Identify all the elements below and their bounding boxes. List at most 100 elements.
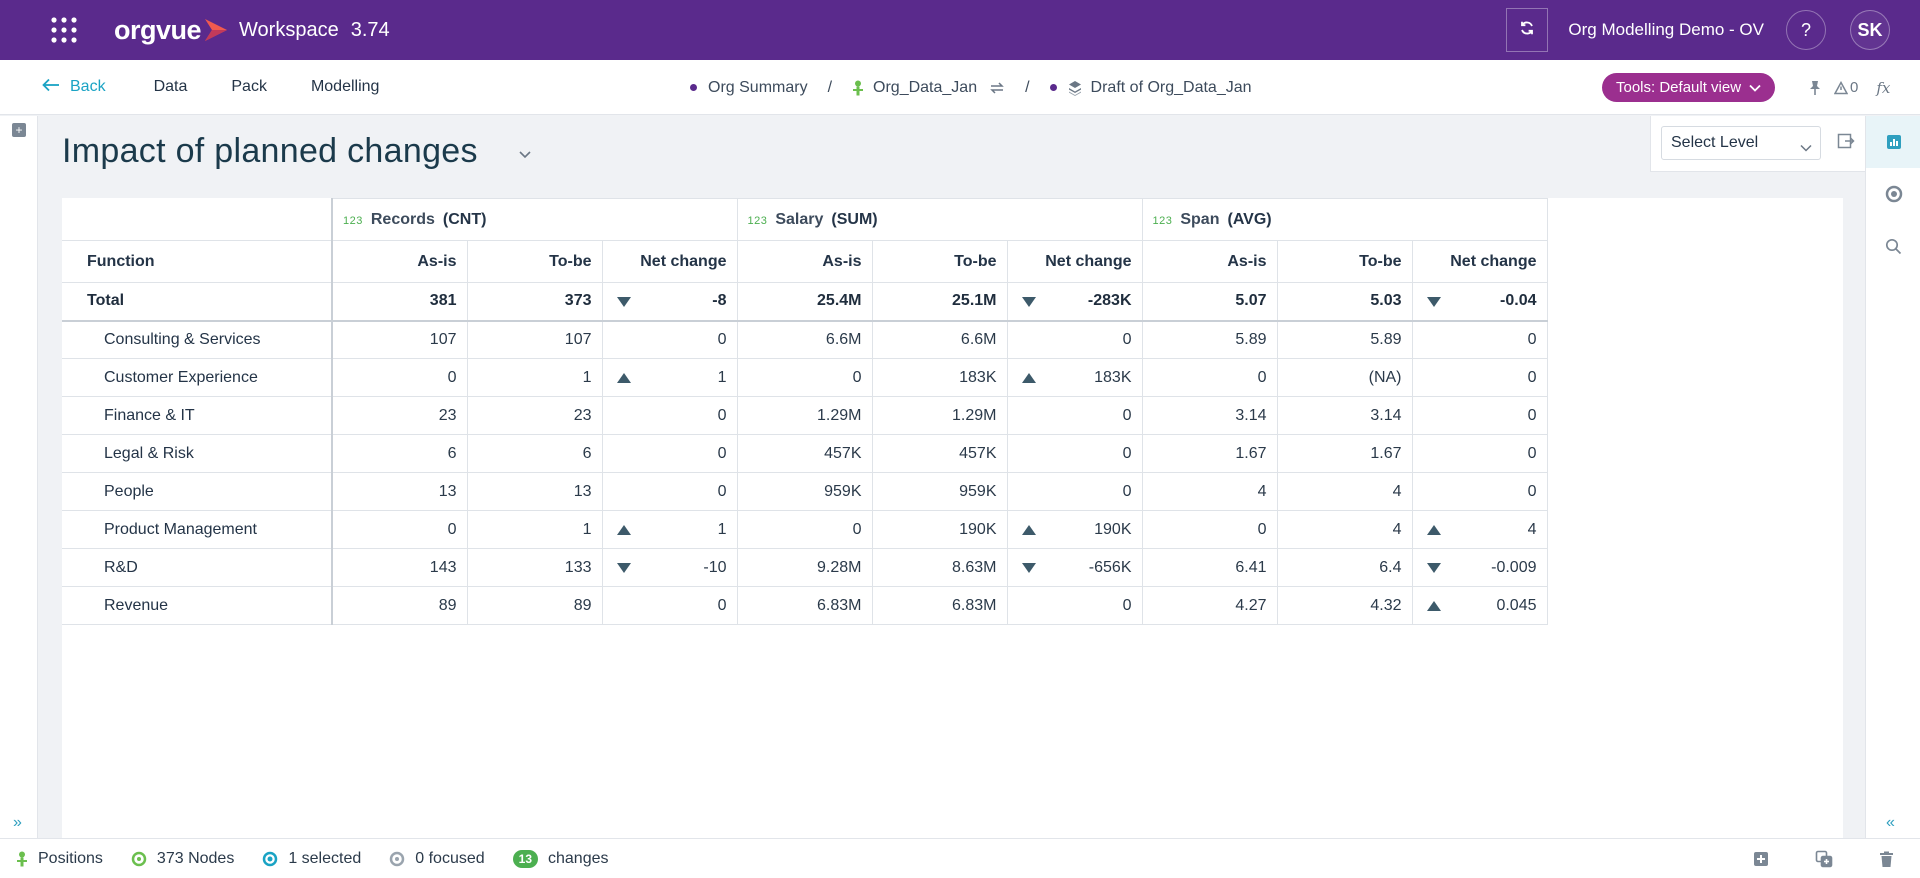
table-row[interactable]: People 13 13 0 959K 959K 0 4 4 0 [62, 472, 1548, 511]
col-header-net-change[interactable]: Net change [1411, 240, 1548, 283]
col-header-as-is[interactable]: As-is [1141, 240, 1278, 283]
back-button[interactable]: Back [42, 78, 106, 97]
to-be-cell: 133 [466, 548, 603, 587]
breadcrumb-summary-label: Org Summary [708, 78, 808, 96]
tools-view-button[interactable]: Tools: Default view [1602, 73, 1776, 102]
net-change-cell: 0.045 [1411, 586, 1548, 625]
decrease-arrow-icon [616, 297, 631, 307]
net-change-cell: -10 [601, 548, 738, 587]
function-name: Finance & IT [62, 396, 333, 435]
refresh-icon [1519, 20, 1535, 41]
copy-icon[interactable] [1815, 850, 1833, 868]
cell-value: -656K [1088, 558, 1132, 576]
cell-value: 0 [717, 406, 727, 424]
cell-value: 0 [447, 368, 457, 386]
position-icon [16, 851, 28, 867]
net-change-cell: 0 [1006, 320, 1143, 359]
net-change-cell: 0 [601, 586, 738, 625]
cell-value: 0 [1527, 444, 1537, 462]
level-select[interactable]: Select Level [1661, 126, 1821, 160]
chart-button[interactable] [1866, 116, 1920, 168]
formula-icon[interactable]: fx [1876, 78, 1891, 97]
as-is-cell: 25.4M [736, 282, 873, 322]
cell-value: 4 [1392, 482, 1402, 500]
nodes-indicator[interactable]: 373 Nodes [131, 850, 234, 868]
increase-arrow-icon [616, 373, 631, 383]
breadcrumb-summary[interactable]: Org Summary [690, 79, 808, 97]
refresh-button[interactable] [1506, 8, 1549, 52]
to-be-cell: 4 [1276, 472, 1413, 511]
add-icon[interactable] [1753, 851, 1769, 867]
table-row[interactable]: R&D 143 133 -10 9.28M 8.63M -656K 6.41 6.4 -0.009 [62, 548, 1548, 587]
table-row[interactable]: Consulting & Services 107 107 0 6.6M 6.6M 0 5.8… [62, 320, 1548, 359]
col-header-as-is[interactable]: As-is [736, 240, 873, 283]
expand-icon[interactable]: » [13, 814, 22, 831]
to-be-cell: 3.14 [1276, 396, 1413, 435]
breadcrumb-draft[interactable]: Draft of Org_Data_Jan [1049, 79, 1252, 97]
orgvue-logo[interactable]: orgvue [114, 15, 229, 46]
group-header-salary[interactable]: 123 Salary (SUM) [736, 198, 1143, 241]
org-title[interactable]: Org Modelling Demo - OV [1568, 20, 1764, 39]
group-name: Salary [775, 210, 824, 228]
table-row[interactable]: Customer Experience 0 1 1 0 183K 183K 0 (NA) 0 [62, 358, 1548, 397]
as-is-cell: 89 [331, 586, 468, 625]
cell-value: 0 [717, 330, 727, 348]
col-header-to-be[interactable]: To-be [466, 240, 603, 283]
col-header-to-be[interactable]: To-be [1276, 240, 1413, 283]
export-icon[interactable] [1837, 132, 1855, 155]
breadcrumb-dataset[interactable]: Org_Data_Jan [852, 79, 1005, 97]
focused-label: 0 focused [415, 849, 485, 867]
dot-icon [690, 84, 697, 91]
net-change-cell: 0 [1411, 472, 1548, 511]
table-row[interactable]: Legal & Risk 6 6 0 457K 457K 0 1.67 1.67 0 [62, 434, 1548, 473]
help-button[interactable]: ? [1786, 10, 1826, 50]
breadcrumb-separator: / [827, 78, 833, 96]
table-row[interactable]: Product Management 0 1 1 0 190K 190K 0 4 4 [62, 510, 1548, 549]
circle-button[interactable] [1866, 168, 1920, 220]
apps-grid-icon[interactable] [48, 14, 80, 46]
delete-icon[interactable] [1879, 851, 1894, 868]
avatar[interactable]: SK [1850, 10, 1890, 50]
function-header[interactable]: Function [62, 240, 333, 283]
to-be-cell: 1.29M [871, 396, 1008, 435]
nav-item-modelling[interactable]: Modelling [310, 78, 380, 95]
as-is-cell: 0 [736, 358, 873, 397]
cell-value: 6.83M [952, 596, 997, 614]
to-be-cell: 107 [466, 320, 603, 359]
alert-counter[interactable]: 0 [1834, 79, 1858, 96]
table-row[interactable]: Revenue 89 89 0 6.83M 6.83M 0 4.27 4.32 0.045 [62, 586, 1548, 625]
net-change-cell: 0 [1411, 320, 1548, 359]
alert-count: 0 [1850, 79, 1859, 96]
chevron-down-icon[interactable] [518, 146, 532, 164]
swap-icon[interactable] [989, 81, 1005, 95]
total-row[interactable]: Total 381 373 -8 25.4M 25.1M -283K 5.07 5.03 -0.0… [62, 282, 1548, 322]
to-be-cell: 1 [466, 510, 603, 549]
positions-indicator[interactable]: Positions [16, 850, 103, 868]
col-header-net-change[interactable]: Net change [1006, 240, 1143, 283]
search-button[interactable] [1866, 220, 1920, 272]
collapse-icon[interactable]: « [1886, 814, 1895, 831]
pin-icon[interactable] [1808, 80, 1822, 96]
changes-indicator[interactable]: 13 changes [512, 849, 609, 868]
add-icon[interactable]: + [12, 123, 26, 137]
focused-indicator[interactable]: 0 focused [389, 849, 485, 868]
net-change-cell: 190K [1006, 510, 1143, 549]
group-header-span[interactable]: 123 Span (AVG) [1141, 198, 1548, 241]
group-header-records[interactable]: 123 Records (CNT) [331, 198, 738, 241]
nav-item-data[interactable]: Data [153, 78, 188, 95]
to-be-cell: 5.03 [1276, 282, 1413, 322]
cell-value: 959K [824, 482, 862, 500]
cell-value: 0 [1257, 520, 1267, 538]
cell-value: 25.4M [817, 292, 862, 310]
table-row[interactable]: Finance & IT 23 23 0 1.29M 1.29M 0 3.14 3.14 0 [62, 396, 1548, 435]
to-be-cell: (NA) [1276, 358, 1413, 397]
col-header-net-change[interactable]: Net change [601, 240, 738, 283]
net-change-cell: -283K [1006, 282, 1143, 322]
page-title: Impact of planned changes [62, 132, 478, 170]
cell-value: 4 [1257, 482, 1267, 500]
cell-value: 0 [717, 482, 727, 500]
col-header-to-be[interactable]: To-be [871, 240, 1008, 283]
selected-indicator[interactable]: 1 selected [262, 850, 361, 868]
col-header-as-is[interactable]: As-is [331, 240, 468, 283]
nav-item-pack[interactable]: Pack [231, 78, 267, 95]
